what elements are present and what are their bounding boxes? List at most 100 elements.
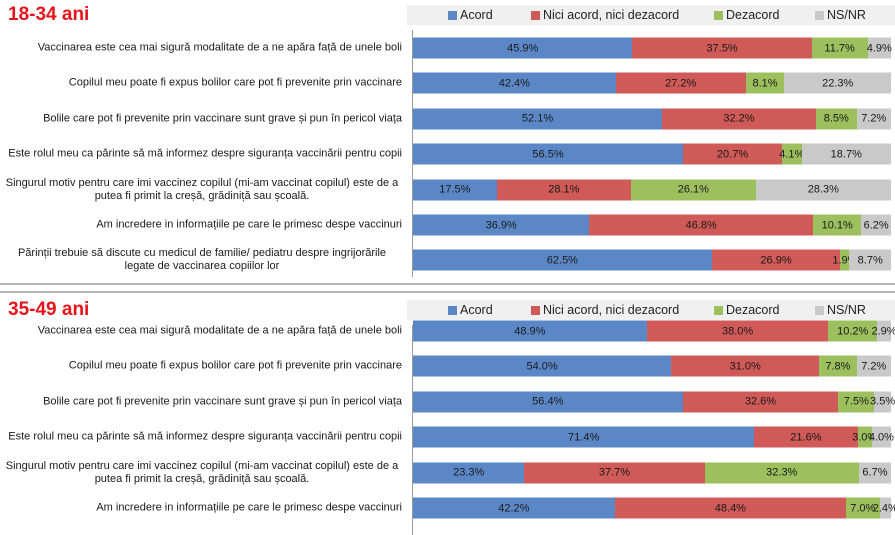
category-label: Bolile care pot fi prevenite prin vaccin… [2, 112, 402, 125]
data-label: 37.7% [598, 466, 631, 479]
data-label: 37.5% [706, 42, 738, 54]
legend-item-nsnr: NS/NR [815, 303, 866, 317]
legend-label: Nici acord, nici dezacord [543, 303, 680, 317]
bar-segment-acord: 23.3% [413, 462, 525, 484]
category-label: Copilul meu poate fi expus bolilor care … [2, 360, 402, 373]
data-label: 32.2% [723, 112, 755, 125]
bar-segment-dezacord: 1.9% [832, 249, 857, 271]
category-label: Este rolul meu ca părinte să mă informez… [2, 148, 402, 161]
bar-segment-neutru: 37.7% [524, 462, 705, 484]
legend-swatch-neutru [531, 305, 540, 315]
stacked-bar: 45.9% 37.5% 11.7% 4.9% [413, 37, 892, 59]
category-label: Copilul meu poate fi expus bolilor care … [2, 77, 402, 90]
bar-segment-neutru: 37.5% [632, 37, 812, 59]
bar-segment-acord: 62.5% [413, 249, 712, 271]
category-label-line: putea fi primit la creșă, grădiniță sau … [94, 472, 310, 485]
bar-segment-nsnr: 3.5% [870, 391, 895, 413]
data-label: 71.4% [568, 431, 600, 444]
category-label: Vaccinarea este cea mai sigură modalitat… [2, 325, 402, 338]
section-title: 35-49 ani [8, 299, 90, 320]
data-label: 17.5% [439, 183, 471, 196]
stacked-bar: 36.9% 46.8% 10.1% 6.2% [413, 214, 891, 236]
data-label: 20.7% [716, 148, 749, 161]
data-label: 7.8% [825, 360, 851, 373]
data-label: 38.0% [721, 325, 754, 337]
bar-segment-neutru: 20.7% [683, 143, 782, 165]
legend-item-neutru: Nici acord, nici dezacord [531, 303, 679, 317]
data-label: 26.9% [760, 254, 792, 267]
bar-segment-nsnr: 22.3% [784, 72, 891, 94]
stacked-bar: 54.0% 31.0% 7.8% 7.2% [413, 355, 891, 377]
data-label: 31.0% [729, 360, 761, 373]
stacked-bar: 23.3% 37.7% 32.3% 6.7% [413, 462, 891, 484]
bar-segment-neutru: 32.6% [682, 391, 839, 413]
legend-label: Nici acord, nici dezacord [543, 8, 680, 22]
category-label-line: Am incredere in informațiile pe care le … [96, 218, 402, 231]
data-label: 6.2% [863, 219, 889, 231]
legend-label: Dezacord [726, 303, 780, 317]
category-label: Singurul motiv pentru care imi vaccinez … [2, 177, 402, 203]
bar-segment-nsnr: 4.9% [867, 37, 892, 59]
category-label: Singurul motiv pentru care imi vaccinez … [2, 460, 402, 486]
data-label: 21.6% [790, 431, 822, 444]
bar-segment-neutru: 46.8% [589, 214, 814, 236]
bar-segment-dezacord: 32.3% [704, 462, 859, 484]
bar-segment-nsnr: 7.2% [856, 108, 891, 130]
category-label: Vaccinarea este cea mai sigură modalitat… [2, 42, 402, 55]
data-label: 8.1% [752, 77, 778, 90]
data-label: 48.9% [514, 325, 546, 337]
bar-segment-dezacord: 3.0% [852, 426, 877, 448]
legend-label: Acord [460, 8, 493, 22]
data-label: 36.9% [485, 219, 517, 231]
category-label: Părinții trebuie să discute cu medicul d… [2, 247, 402, 273]
legend-item-acord: Acord [448, 8, 493, 22]
stacked-bar: 56.4% 32.6% 7.5% 3.5% [413, 391, 895, 413]
category-label-line: Am incredere in informațiile pe care le … [96, 501, 402, 514]
bar-segment-neutru: 28.1% [496, 179, 631, 201]
data-label: 4.1% [779, 148, 805, 161]
category-label-line: legate de vaccinarea copiilor lor [124, 260, 280, 273]
category-label: Bolile care pot fi prevenite prin vaccin… [2, 395, 402, 408]
bar-segment-nsnr: 2.9% [871, 320, 895, 342]
legend-item-neutru: Nici acord, nici dezacord [531, 8, 679, 22]
legend-swatch-acord [448, 305, 457, 315]
category-label-line: Vaccinarea este cea mai sigură modalitat… [37, 324, 402, 337]
data-label: 2.4% [872, 502, 895, 514]
data-label: 62.5% [546, 254, 578, 267]
bar-segment-nsnr: 28.3% [755, 179, 891, 201]
data-label: 11.7% [824, 42, 855, 54]
data-label: 7.2% [861, 360, 887, 373]
category-label: Am incredere in informațiile pe care le … [2, 502, 402, 515]
data-label: 10.1% [821, 219, 853, 231]
category-label-line: Este rolul meu ca părinte să mă informez… [8, 147, 402, 160]
data-label: 18.7% [830, 148, 862, 161]
bar-segment-acord: 42.4% [413, 72, 616, 94]
category-label: Am incredere in informațiile pe care le … [2, 219, 402, 232]
bar-segment-neutru: 21.6% [754, 426, 858, 448]
data-label: 56.5% [532, 148, 564, 161]
legend-swatch-nsnr [815, 305, 824, 315]
data-label: 32.3% [766, 466, 798, 479]
stacked-bar: 71.4% 21.6% 3.0% 4.0% [413, 426, 894, 448]
bar-segment-dezacord: 7.5% [838, 391, 875, 413]
data-label: 52.1% [521, 112, 554, 125]
bar-segment-dezacord: 11.7% [811, 37, 868, 59]
stacked-bar: 56.5% 20.7% 4.1% 18.7% [413, 143, 891, 165]
category-label-line: Este rolul meu ca părinte să mă informez… [8, 430, 402, 443]
bar-segment-dezacord: 7.8% [819, 355, 857, 377]
category-label-line: Vaccinarea este cea mai sigură modalitat… [37, 41, 402, 54]
bar-segment-nsnr: 2.4% [873, 497, 895, 519]
data-label: 4.0% [868, 431, 894, 444]
data-label: 2.9% [871, 325, 895, 337]
legend-item-acord: Acord [448, 303, 493, 317]
bar-segment-nsnr: 18.7% [801, 143, 891, 165]
bar-segment-acord: 17.5% [413, 179, 497, 201]
data-label: 22.3% [822, 77, 854, 90]
bar-segment-dezacord: 26.1% [630, 179, 756, 201]
data-label: 45.9% [507, 42, 539, 54]
bar-segment-neutru: 32.2% [662, 108, 816, 130]
data-label: 28.1% [548, 183, 580, 196]
section-35-49: 35-49 ani Acord Nici acord, nici dezacor… [0, 295, 895, 535]
data-label: 32.6% [744, 395, 777, 408]
category-label-line: Bolile care pot fi prevenite prin vaccin… [43, 395, 402, 408]
